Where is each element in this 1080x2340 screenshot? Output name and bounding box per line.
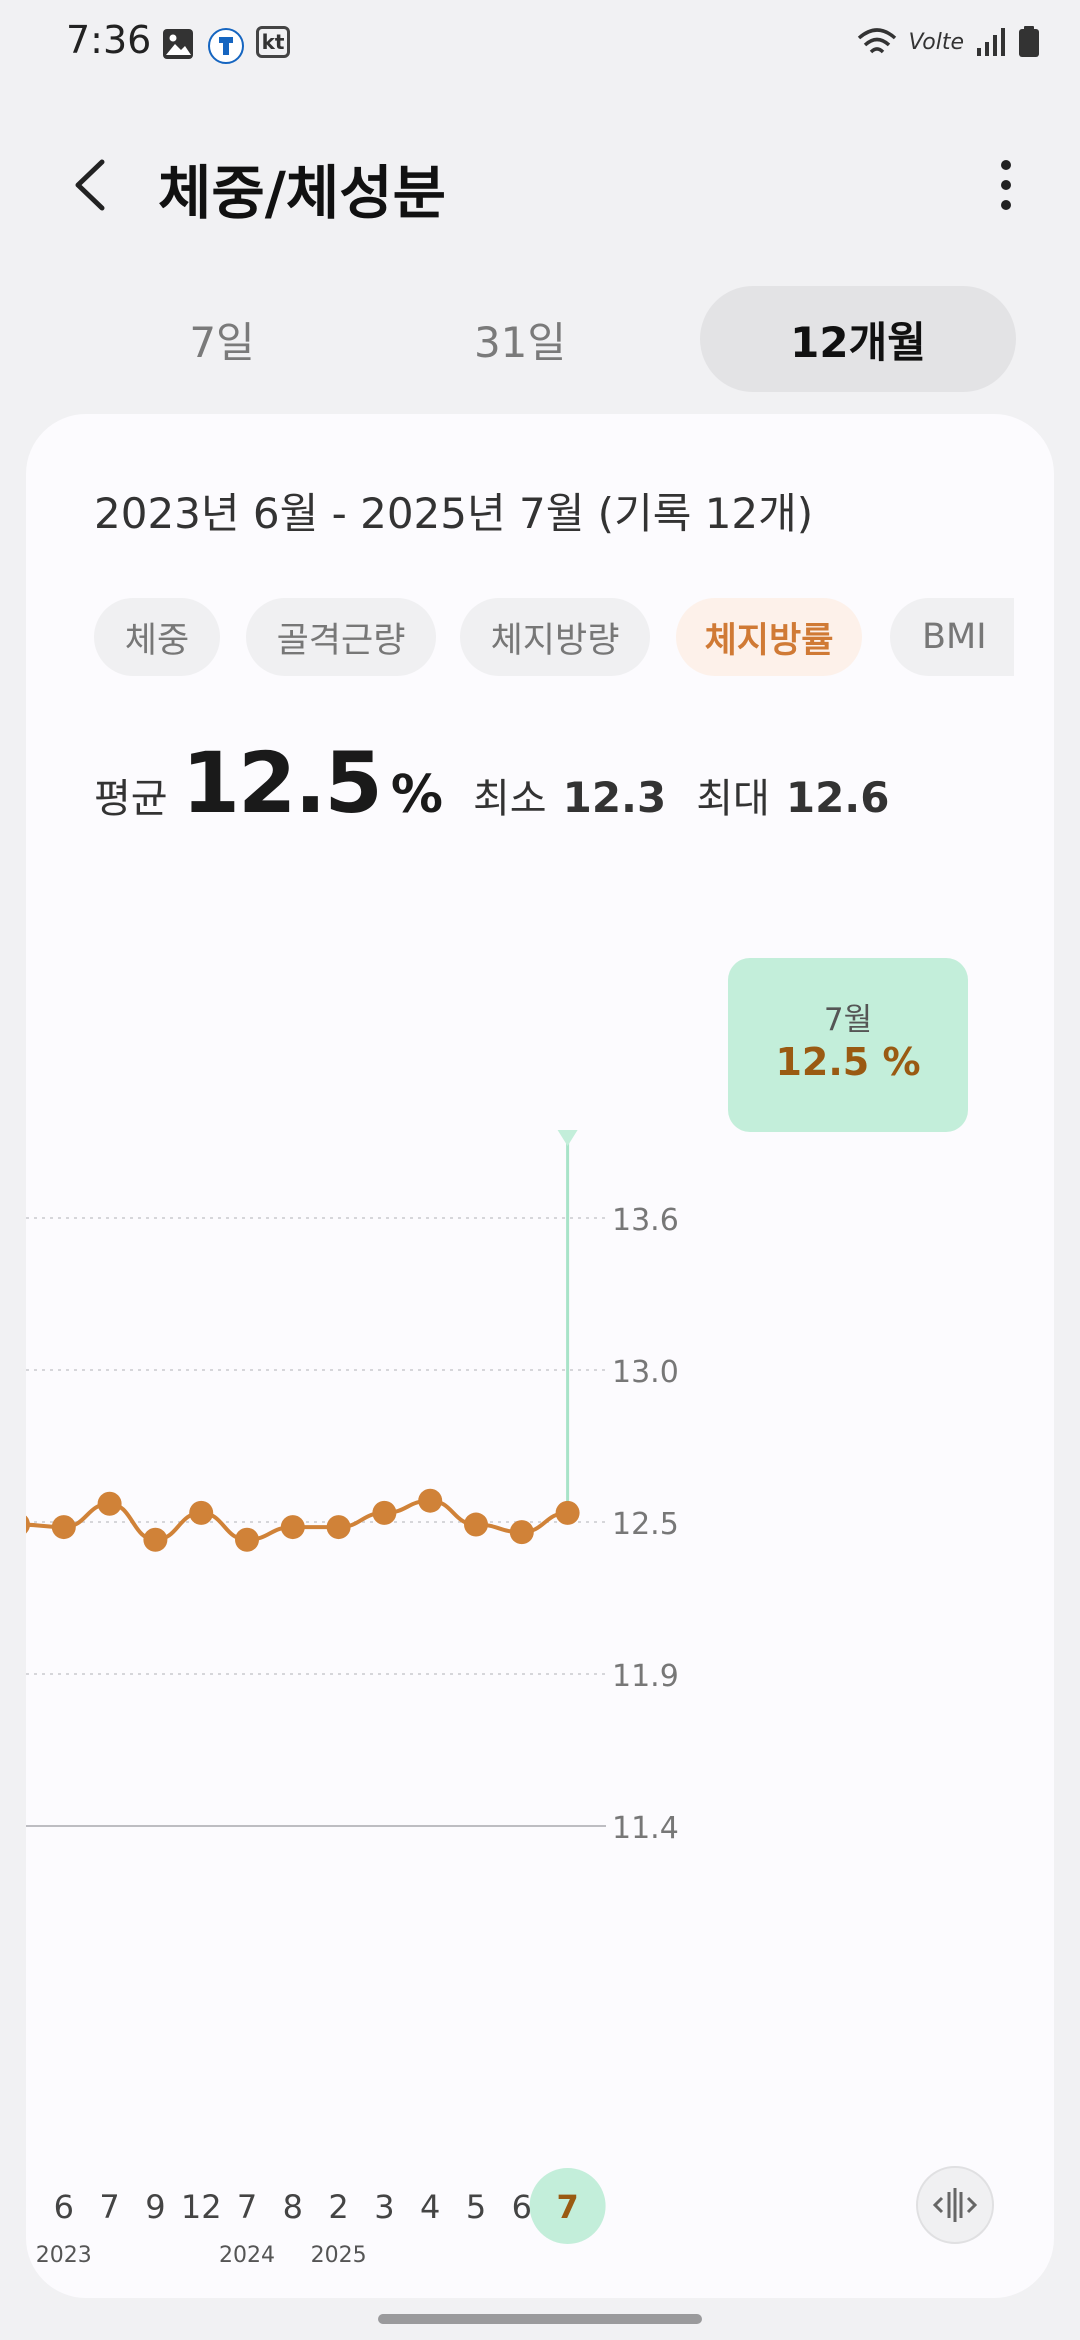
- tooltip-pointer: [557, 1130, 578, 1146]
- app-notification-icon: [208, 28, 244, 64]
- data-point: [26, 1515, 30, 1534]
- chart-card: 2023년 6월 - 2025년 7월 (기록 12개) 체중 골격근량 체지방…: [26, 414, 1054, 2298]
- data-point: [280, 1515, 305, 1540]
- x-tick-label: 7: [556, 2188, 578, 2226]
- chip-skeletal-muscle[interactable]: 골격근량: [246, 598, 436, 676]
- x-tick-label: 4: [420, 2188, 440, 2226]
- x-tick-label: 6: [512, 2188, 532, 2226]
- gallery-icon: [163, 29, 193, 59]
- home-indicator: [378, 2314, 702, 2324]
- year-label: 2024: [219, 2243, 275, 2268]
- y-tick-label: 13.0: [612, 1355, 679, 1390]
- data-point: [509, 1520, 534, 1545]
- data-point: [235, 1527, 259, 1552]
- avg-value: 12.5: [181, 734, 383, 832]
- year-label: 2023: [36, 2243, 92, 2268]
- data-point: [326, 1515, 351, 1540]
- data-point: [143, 1527, 168, 1552]
- more-options-icon[interactable]: [976, 152, 1036, 218]
- data-point: [418, 1488, 443, 1513]
- x-tick-label: 7: [99, 2188, 119, 2226]
- period-tabs: 7일 31일 12개월: [80, 286, 1016, 392]
- y-tick-label: 13.6: [612, 1203, 679, 1238]
- avg-label: 평균: [94, 776, 168, 822]
- chip-bmi[interactable]: BMI: [890, 598, 1014, 676]
- chart-tooltip: 7월 12.5 %: [728, 958, 968, 1132]
- wifi-icon: [857, 28, 896, 54]
- x-tick-label: 9: [145, 2188, 165, 2226]
- volte-label: Volte: [908, 29, 965, 55]
- chip-body-fat-percent[interactable]: 체지방률: [676, 598, 862, 676]
- chip-weight[interactable]: 체중: [94, 598, 220, 676]
- data-point: [464, 1512, 488, 1537]
- app-bar: 체중/체성분: [0, 130, 1080, 240]
- back-arrow-icon[interactable]: [62, 152, 122, 218]
- date-range: 2023년 6월 - 2025년 7월 (기록 12개): [94, 489, 814, 538]
- max-label: 최대: [696, 776, 770, 822]
- status-time: 7:36: [66, 18, 152, 62]
- tooltip-month: 7월: [823, 1002, 873, 1038]
- year-label: 2025: [311, 2243, 367, 2268]
- max-value: 12.6: [785, 773, 890, 822]
- zoom-toggle-button[interactable]: [916, 2166, 994, 2244]
- expand-horizontal-icon: [932, 2188, 978, 2222]
- status-bar: 7:36 kt Volte: [0, 0, 1080, 90]
- status-right: Volte: [857, 26, 1041, 58]
- page-title: 체중/체성분: [158, 159, 446, 227]
- tab-12-months[interactable]: 12개월: [700, 286, 1016, 392]
- min-value: 12.3: [562, 773, 667, 822]
- tab-7-days[interactable]: 7일: [189, 317, 255, 367]
- tab-31-days[interactable]: 31일: [473, 317, 567, 367]
- tooltip-value: 12.5 %: [775, 1040, 921, 1084]
- data-point: [97, 1491, 122, 1516]
- avg-unit: %: [390, 765, 443, 825]
- chip-body-fat-mass[interactable]: 체지방량: [460, 598, 650, 676]
- carrier-badge: kt: [256, 26, 290, 58]
- x-tick-label: 2: [328, 2188, 348, 2226]
- selected-x-highlight: [529, 2168, 606, 2244]
- x-tick-label: 3: [374, 2188, 394, 2226]
- data-point: [372, 1500, 397, 1525]
- x-tick-label: 9: [26, 2188, 28, 2226]
- battery-icon: [1019, 26, 1039, 57]
- metric-chips: 체중 골격근량 체지방량 체지방률 BMI: [94, 598, 1014, 678]
- x-tick-label: 5: [466, 2188, 486, 2226]
- y-tick-label: 11.4: [612, 1811, 679, 1846]
- y-tick-label: 12.5: [612, 1507, 679, 1542]
- stats-summary: 평균 12.5 % 최소 12.3 최대 12.6: [94, 734, 889, 834]
- signal-icon: [977, 28, 1005, 56]
- x-tick-label: 6: [54, 2188, 74, 2226]
- data-point: [555, 1500, 580, 1525]
- x-tick-label: 7: [237, 2188, 257, 2226]
- y-tick-label: 11.9: [612, 1659, 679, 1694]
- x-tick-label: 12: [181, 2188, 222, 2226]
- data-point: [189, 1500, 214, 1525]
- data-point: [51, 1515, 76, 1540]
- x-tick-label: 8: [283, 2188, 303, 2226]
- min-label: 최소: [472, 776, 547, 822]
- line-chart[interactable]: 13.613.012.511.911.496791278234567202320…: [26, 414, 1054, 2298]
